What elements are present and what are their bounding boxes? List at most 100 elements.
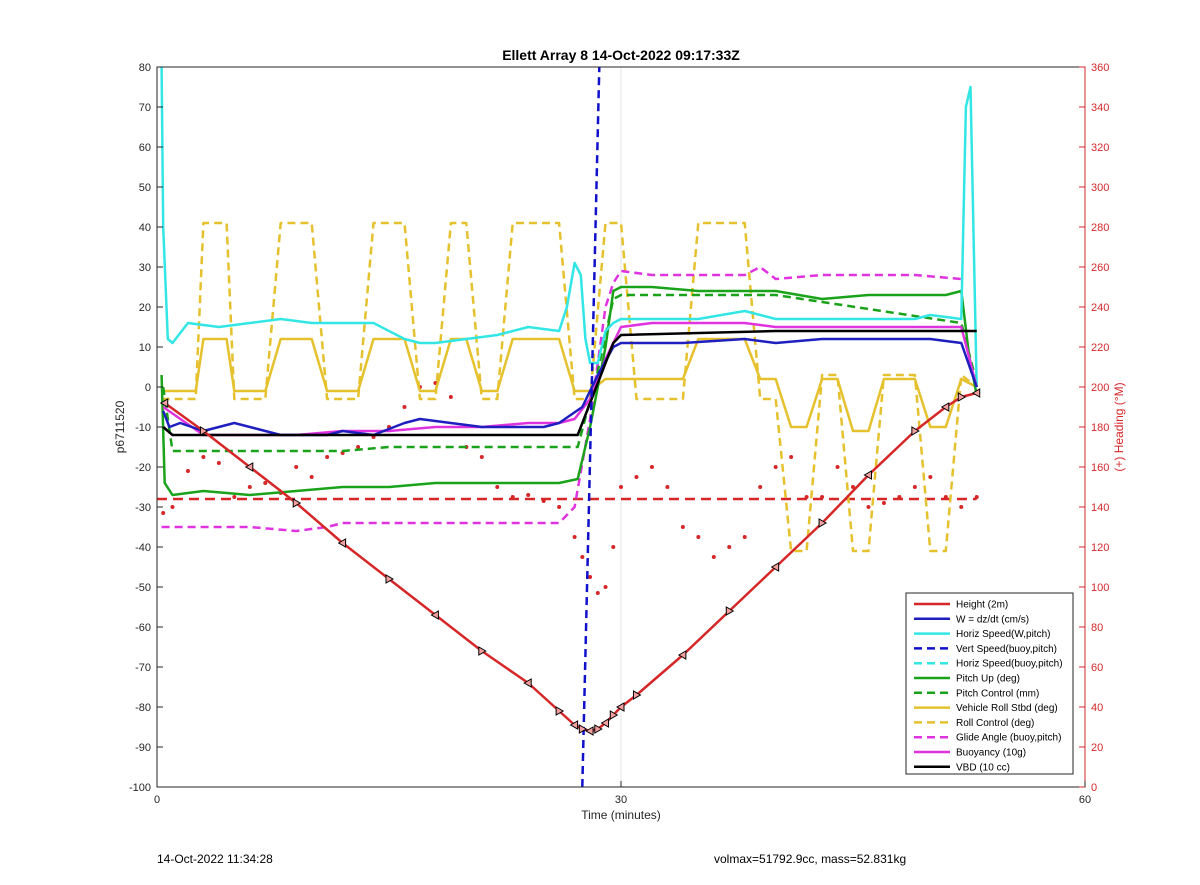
heading-point [881, 501, 886, 505]
heading-point [185, 469, 190, 473]
heading-point [680, 525, 685, 529]
height-marker [863, 470, 872, 480]
left-tick-label: -60 [135, 622, 151, 634]
y-axis-label: p6711520 [113, 400, 127, 453]
left-tick-label: 10 [139, 342, 151, 354]
height-marker [971, 388, 981, 398]
legend-entry: Height (2m) [956, 600, 1008, 611]
heading-point [665, 485, 670, 489]
heading-point [804, 495, 809, 499]
x-tick-label: 0 [154, 794, 160, 806]
left-tick-label: -80 [135, 702, 151, 714]
heading-point [649, 465, 654, 469]
heading-point [727, 545, 732, 549]
height-marker [199, 426, 209, 436]
series-vert-speed-buoy-pitch [581, 66, 601, 788]
footer-summary: volmax=51792.9cc, mass=52.831kg [714, 852, 907, 866]
height-marker [244, 462, 254, 472]
legend-entry: Horiz Speed(W,pitch) [956, 629, 1050, 640]
height-marker [569, 720, 579, 730]
heading-point [603, 585, 608, 589]
heading-point [557, 505, 562, 509]
heading-point [588, 575, 593, 579]
heading-point [309, 475, 314, 479]
right-tick-label: 120 [1091, 542, 1109, 554]
legend-entry: Horiz Speed(buoy,pitch) [956, 659, 1063, 670]
right-axis-label: (+) Heading (°M) [1112, 382, 1126, 471]
right-tick-label: 100 [1091, 582, 1109, 594]
heading-point [758, 485, 763, 489]
height-marker [615, 702, 625, 712]
right-tick-label: 220 [1091, 342, 1109, 354]
heading-point [912, 485, 917, 489]
right-tick-label: 0 [1091, 782, 1097, 794]
heading-point [974, 495, 979, 499]
heading-point [595, 591, 600, 595]
height-marker [940, 402, 950, 412]
heading-point [789, 455, 794, 459]
right-tick-label: 300 [1091, 182, 1109, 194]
left-tick-label: -20 [135, 462, 151, 474]
height-marker [677, 650, 687, 660]
height-marker [555, 706, 565, 716]
left-tick-label: -10 [135, 422, 151, 434]
series-vbd-10-cc [162, 329, 977, 437]
right-tick-label: 360 [1091, 62, 1109, 74]
heading-point [851, 485, 855, 489]
left-tick-label: 60 [139, 142, 151, 154]
x-tick-label: 60 [1079, 794, 1091, 806]
height-marker [957, 392, 967, 402]
height-marker [478, 646, 487, 656]
height-marker [725, 606, 735, 616]
series-roll-control-deg [161, 221, 978, 553]
left-axis: -100-90-80-70-60-50-40-30-20-10010203040… [129, 62, 163, 794]
left-tick-label: -70 [135, 662, 151, 674]
heading-point [510, 495, 515, 499]
legend-entry: Glide Angle (buoy,pitch) [956, 733, 1061, 744]
height-marker [770, 562, 780, 572]
heading-point [495, 485, 500, 489]
left-tick-label: -100 [129, 782, 151, 794]
left-tick-label: 20 [139, 302, 151, 314]
left-tick-label: -40 [135, 542, 151, 554]
heading-point [580, 555, 585, 559]
legend-entry: VBD (10 cc) [956, 762, 1010, 773]
height-marker [385, 574, 395, 584]
right-tick-label: 240 [1091, 302, 1109, 314]
height-marker [337, 538, 347, 548]
left-tick-label: 0 [145, 382, 151, 394]
legend-entry: Pitch Up (deg) [956, 674, 1020, 685]
heading-point [696, 535, 701, 539]
right-axis: 0 20 40 60 80 100 120 140 160 180 200 220 240 260 280 3… [1079, 62, 1109, 794]
left-tick-label: 40 [139, 222, 151, 234]
legend-entry: Vehicle Roll Stbd (deg) [956, 703, 1058, 714]
height-marker [292, 498, 302, 508]
height-marker [159, 398, 169, 408]
heading-point [294, 465, 299, 469]
left-tick-label: -90 [135, 742, 151, 754]
x-axis-label: Time (minutes) [581, 808, 661, 822]
heading-point [619, 485, 623, 489]
legend: Height (2m) W = dz/dt (cm/s) Horiz Speed(W… [905, 592, 1074, 775]
right-tick-label: 320 [1091, 142, 1109, 154]
height-marker [632, 690, 642, 700]
height-marker [594, 724, 603, 734]
legend-entry: Pitch Control (mm) [956, 688, 1039, 699]
height-marker [609, 710, 619, 720]
heading-point [959, 505, 964, 509]
right-tick-label: 340 [1091, 102, 1109, 114]
heading-point [742, 535, 747, 539]
right-tick-label: 140 [1091, 502, 1109, 514]
series-pitch-up-deg [160, 285, 978, 497]
legend-entry: W = dz/dt (cm/s) [956, 614, 1029, 625]
left-tick-label: 30 [139, 262, 151, 274]
heading-point [611, 545, 616, 549]
legend-box [905, 592, 1074, 775]
height-marker [911, 426, 920, 436]
height-marker [600, 718, 610, 728]
heading-point [943, 495, 948, 499]
heading-point [634, 475, 639, 479]
series-horiz-speed-w-pitch [160, 66, 978, 388]
